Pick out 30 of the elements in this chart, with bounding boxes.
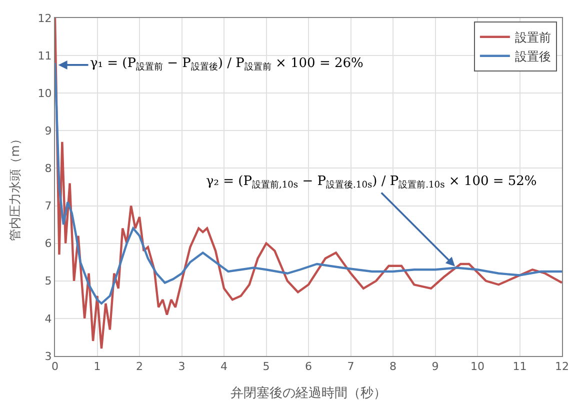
x-tick-label: 9 xyxy=(432,360,439,374)
legend-label: 設置後 xyxy=(514,50,551,64)
annotation: γ₁ = (P$_{設置前}$ − P$_{設置後}$) / P$_{設置前}$ × 100 = 26% xyxy=(90,56,364,73)
y-axis-title: 管内圧力水頭（m） xyxy=(8,133,22,241)
x-tick-label: 3 xyxy=(178,360,186,374)
line-series xyxy=(55,18,562,350)
x-tick-label: 0 xyxy=(52,360,58,374)
y-tick-label: 10 xyxy=(38,86,52,100)
y-tick-label: 4 xyxy=(44,312,52,326)
y-tick-label: 7 xyxy=(44,200,52,213)
x-axis-title: 弁閉塞後の経過時間（秒） xyxy=(230,384,386,401)
x-tick-label: 12 xyxy=(555,360,569,374)
x-tick-label: 8 xyxy=(390,360,396,374)
x-tick-label: 1 xyxy=(94,360,101,374)
y-tick-label: 3 xyxy=(44,350,52,363)
x-tick-label: 6 xyxy=(305,360,312,374)
x-tick-label: 2 xyxy=(136,360,143,374)
legend-label: 設置前 xyxy=(514,30,551,45)
annotation: γ₂ = (P$_{設置前,10s}$ − P$_{設置後.10s}$) / P$_{設置前.10s}$ × 100 = 52% xyxy=(206,174,537,191)
x-tick-label: 4 xyxy=(220,360,228,374)
y-tick-label: 8 xyxy=(44,162,52,176)
x-tick-label: 5 xyxy=(262,360,270,374)
x-tick-label: 7 xyxy=(347,360,354,374)
y-tick-label: 9 xyxy=(44,124,52,138)
y-tick-label: 11 xyxy=(38,49,52,62)
y-tick-label: 6 xyxy=(44,237,52,250)
x-tick-label: 11 xyxy=(512,360,527,374)
y-tick-label: 12 xyxy=(38,12,52,25)
y-tick-label: 5 xyxy=(44,274,52,288)
x-tick-label: 10 xyxy=(470,360,484,374)
